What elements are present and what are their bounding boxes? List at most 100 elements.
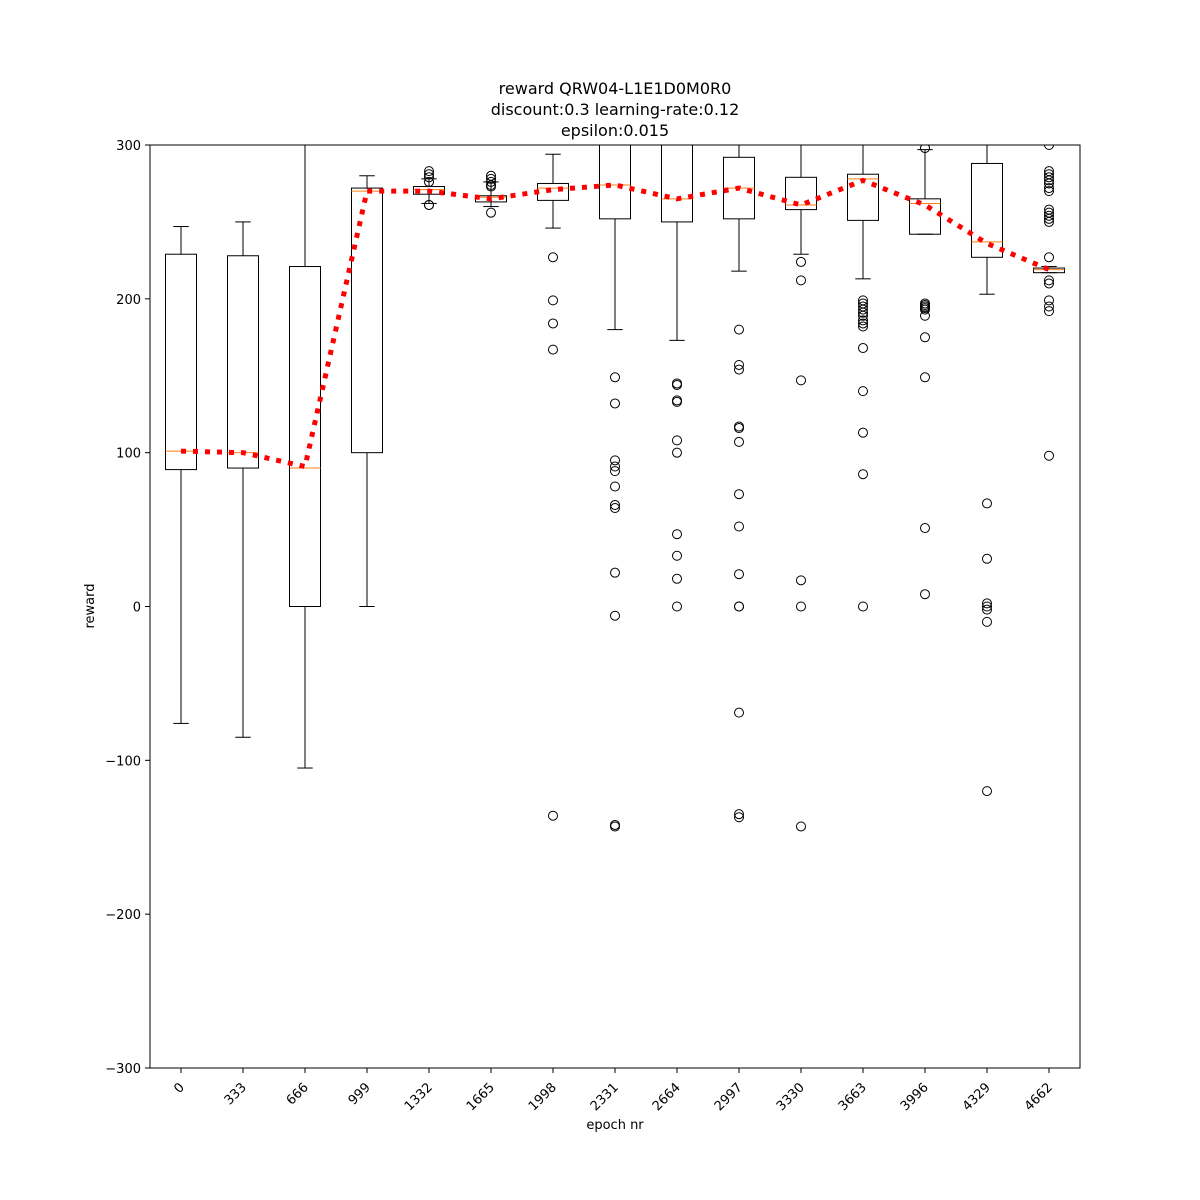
y-tick-label: 200: [116, 293, 141, 308]
flier: [610, 610, 620, 621]
flier: [548, 344, 558, 355]
flier: [734, 489, 744, 500]
y-tick-label: −100: [105, 754, 141, 769]
x-tick-label: 333: [222, 1080, 250, 1108]
flier: [610, 567, 620, 578]
flier: [548, 810, 558, 821]
x-tick-label: 4662: [1022, 1080, 1056, 1114]
flier: [858, 601, 868, 612]
x-tick-label: 1998: [526, 1080, 560, 1114]
box: [165, 253, 197, 471]
flier: [610, 503, 620, 514]
flier: [982, 604, 992, 615]
flier: [796, 821, 806, 832]
flier: [1044, 295, 1054, 306]
chart-subtitle: epsilon:0.015: [561, 121, 669, 140]
flier: [424, 169, 434, 180]
flier: [486, 173, 496, 184]
flier: [1044, 216, 1054, 227]
flier: [982, 616, 992, 627]
x-tick-label: 666: [284, 1080, 312, 1108]
y-tick-label: 100: [116, 447, 141, 462]
x-tick-label: 2331: [588, 1080, 622, 1114]
flier: [982, 598, 992, 609]
flier: [982, 553, 992, 564]
flier: [982, 498, 992, 509]
flier: [734, 359, 744, 370]
flier: [1044, 275, 1054, 286]
flier: [548, 318, 558, 329]
y-axis-label: reward: [83, 583, 98, 628]
flier: [734, 324, 744, 335]
flier: [796, 256, 806, 267]
flier: [734, 521, 744, 532]
flier: [1044, 252, 1054, 263]
x-tick-label: 4329: [960, 1080, 994, 1114]
flier: [610, 499, 620, 510]
flier: [610, 372, 620, 383]
box: [351, 187, 383, 454]
box: [289, 266, 321, 607]
flier: [1044, 278, 1054, 289]
flier: [1044, 213, 1054, 224]
y-tick-label: −200: [105, 908, 141, 923]
flier: [858, 427, 868, 438]
flier: [796, 575, 806, 586]
box: [537, 182, 569, 201]
flier: [982, 786, 992, 797]
flier: [858, 321, 868, 332]
chart-title: reward QRW04-L1E1D0M0R0: [499, 79, 732, 98]
flier: [610, 461, 620, 472]
y-tick-label: 300: [116, 139, 141, 154]
flier: [858, 304, 868, 315]
flier: [858, 315, 868, 326]
flier: [920, 589, 930, 600]
box: [971, 162, 1003, 258]
y-tick-label: −300: [105, 1062, 141, 1077]
x-tick-label: 3330: [774, 1080, 808, 1114]
trend-line: [180, 177, 1050, 470]
flier: [982, 601, 992, 612]
flier: [796, 601, 806, 612]
x-tick-label: 2997: [712, 1080, 746, 1114]
flier: [424, 166, 434, 177]
flier: [672, 601, 682, 612]
flier: [734, 569, 744, 580]
flier: [1044, 172, 1054, 183]
flier: [424, 199, 434, 210]
flier: [610, 481, 620, 492]
flier: [610, 466, 620, 477]
flier: [672, 435, 682, 446]
flier: [1044, 450, 1054, 461]
flier: [486, 170, 496, 181]
flier: [672, 573, 682, 584]
flier: [548, 252, 558, 263]
x-tick-label: 2664: [650, 1080, 684, 1114]
flier: [796, 275, 806, 286]
box: [227, 255, 259, 469]
box: [909, 198, 941, 235]
flier: [920, 372, 930, 383]
box: [661, 145, 693, 223]
x-tick-label: 999: [346, 1080, 374, 1108]
flier: [1044, 175, 1054, 186]
flier: [858, 469, 868, 480]
flier: [672, 396, 682, 407]
box: [599, 145, 631, 220]
flier: [1044, 301, 1054, 312]
flier: [920, 523, 930, 534]
flier: [734, 364, 744, 375]
chart-subtitle: discount:0.3 learning-rate:0.12: [491, 100, 740, 119]
x-tick-label: 1665: [464, 1080, 498, 1114]
flier: [672, 529, 682, 540]
flier: [424, 172, 434, 183]
flier: [1044, 186, 1054, 197]
flier: [920, 332, 930, 343]
flier: [672, 379, 682, 390]
flier: [1044, 210, 1054, 221]
flier: [858, 386, 868, 397]
flier: [486, 176, 496, 187]
box: [1033, 267, 1065, 274]
